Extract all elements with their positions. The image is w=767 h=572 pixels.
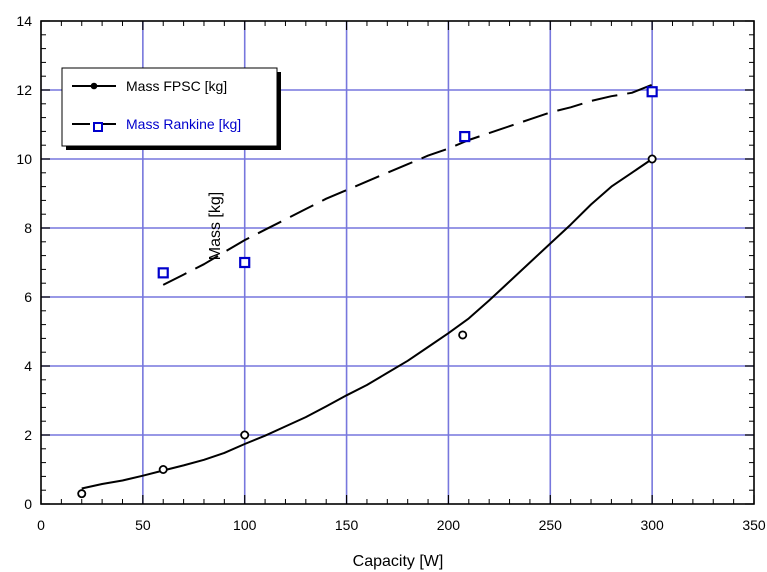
fpsc-marker <box>77 489 87 499</box>
fpsc-marker <box>458 330 468 340</box>
rankine-marker <box>459 130 471 143</box>
x-tick-label: 0 <box>37 517 45 533</box>
legend-label-rankine: Mass Rankine [kg] <box>126 116 241 132</box>
x-tick-label: 350 <box>742 517 766 533</box>
legend-marker-fpsc <box>90 82 98 90</box>
x-tick-label: 50 <box>135 517 151 533</box>
series-markers <box>77 86 658 499</box>
series-lines <box>81 83 653 490</box>
x-tick-label: 100 <box>233 517 257 533</box>
rankine-line <box>162 83 653 286</box>
rankine-marker <box>646 86 658 98</box>
y-tick-label: 10 <box>16 151 32 167</box>
x-tick-label: 200 <box>437 517 461 533</box>
legend: Mass FPSC [kg] Mass Rankine [kg] <box>61 67 281 150</box>
legend-label-fpsc: Mass FPSC [kg] <box>126 78 227 94</box>
legend-marker-rankine <box>93 122 103 132</box>
x-axis: 0 50 100 150 200 250 300 350 <box>37 21 766 533</box>
y-axis-title: Mass [kg] <box>207 192 224 260</box>
plot-frame <box>40 20 755 505</box>
fpsc-marker <box>158 464 168 474</box>
rankine-marker <box>157 267 169 279</box>
legend-box <box>61 67 278 147</box>
y-axis: 0 2 4 6 8 10 12 14 <box>16 13 754 512</box>
rankine-marker <box>239 256 251 269</box>
fpsc-marker <box>240 430 250 440</box>
x-axis-title: Capacity [W] <box>353 553 444 570</box>
y-tick-label: 8 <box>24 220 32 236</box>
y-tick-label: 6 <box>24 289 32 305</box>
y-tick-label: 4 <box>24 358 32 374</box>
y-tick-label: 14 <box>16 13 32 29</box>
fpsc-line <box>81 158 653 490</box>
y-tick-label: 2 <box>24 427 32 443</box>
y-tick-label: 12 <box>16 82 32 98</box>
x-tick-label: 150 <box>335 517 359 533</box>
y-tick-label: 0 <box>24 496 32 512</box>
x-tick-label: 300 <box>640 517 664 533</box>
x-tick-label: 250 <box>539 517 563 533</box>
fpsc-marker <box>647 154 657 164</box>
